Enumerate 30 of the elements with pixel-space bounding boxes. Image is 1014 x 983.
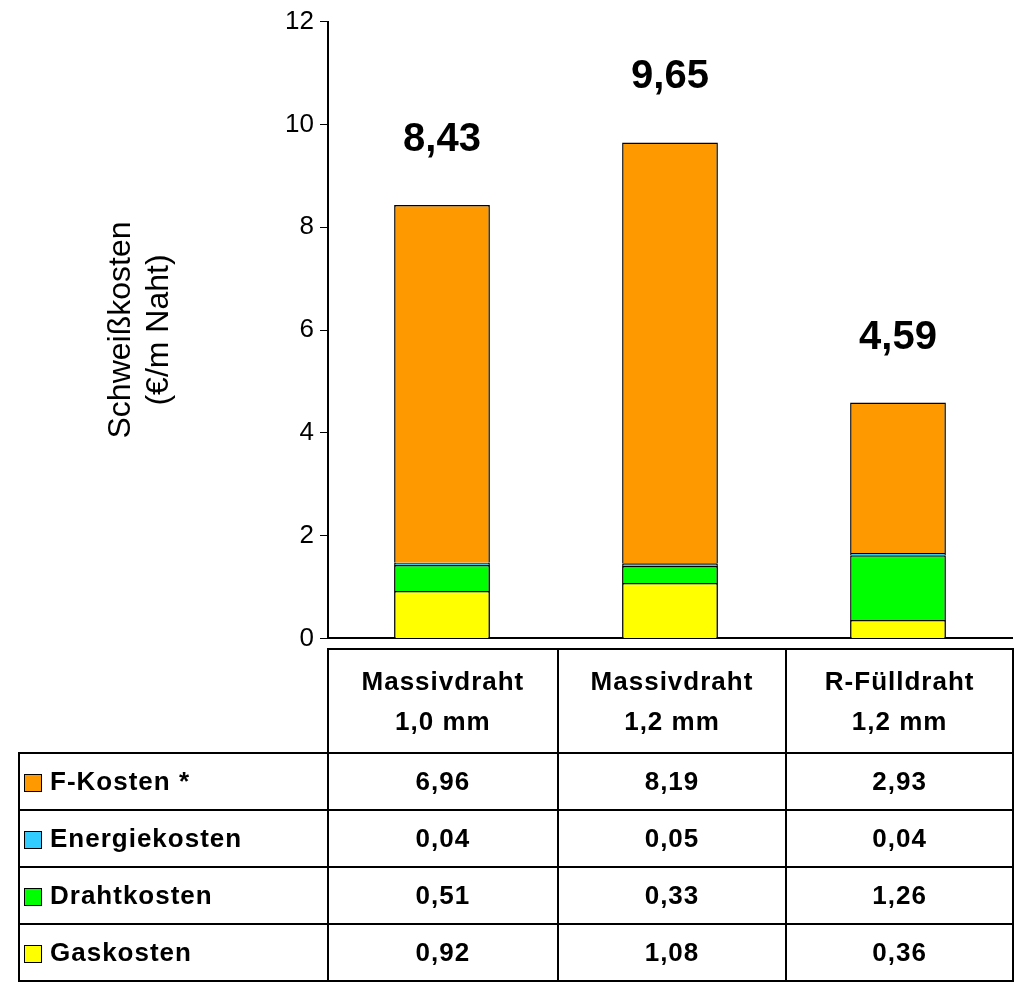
y-axis-title: Schweißkosten (€/m Naht) bbox=[101, 221, 176, 439]
legend-label: Gaskosten bbox=[19, 924, 329, 981]
x-tick-label: Massivdraht 1,2 mm bbox=[557, 649, 787, 753]
data-label: 2,93 bbox=[786, 753, 1013, 810]
data-label: 1,08 bbox=[557, 924, 787, 981]
legend-label: Energiekosten bbox=[19, 810, 329, 867]
legend-label: Drahtkosten bbox=[19, 867, 329, 924]
y-tick-label: 4 bbox=[299, 415, 314, 446]
total-label: 4,59 bbox=[859, 312, 937, 357]
total-label: 8,43 bbox=[403, 115, 481, 160]
y-tick-label: 0 bbox=[299, 621, 314, 652]
data-label: 0,04 bbox=[786, 810, 1013, 867]
data-label: 0,33 bbox=[557, 867, 787, 924]
y-tick-label: 12 bbox=[285, 4, 314, 35]
data-label: 0,92 bbox=[328, 924, 558, 981]
data-label: 1,26 bbox=[786, 867, 1013, 924]
y-tick-label: 6 bbox=[299, 313, 314, 344]
data-label: 0,36 bbox=[786, 924, 1013, 981]
y-tick-label: 2 bbox=[299, 518, 314, 549]
y-tick-label: 10 bbox=[285, 107, 314, 138]
legend-label: F-Kosten * bbox=[19, 753, 329, 810]
total-label: 9,65 bbox=[631, 52, 709, 97]
data-label: 0,04 bbox=[328, 810, 558, 867]
data-label: 8,19 bbox=[557, 753, 787, 810]
data-label: 6,96 bbox=[328, 753, 558, 810]
x-tick-label: R-Fülldraht 1,2 mm bbox=[786, 649, 1013, 753]
data-label: 0,05 bbox=[557, 810, 787, 867]
y-tick-label: 8 bbox=[299, 210, 314, 241]
data-label: 0,51 bbox=[328, 867, 558, 924]
x-tick-label: Massivdraht 1,0 mm bbox=[328, 649, 558, 753]
